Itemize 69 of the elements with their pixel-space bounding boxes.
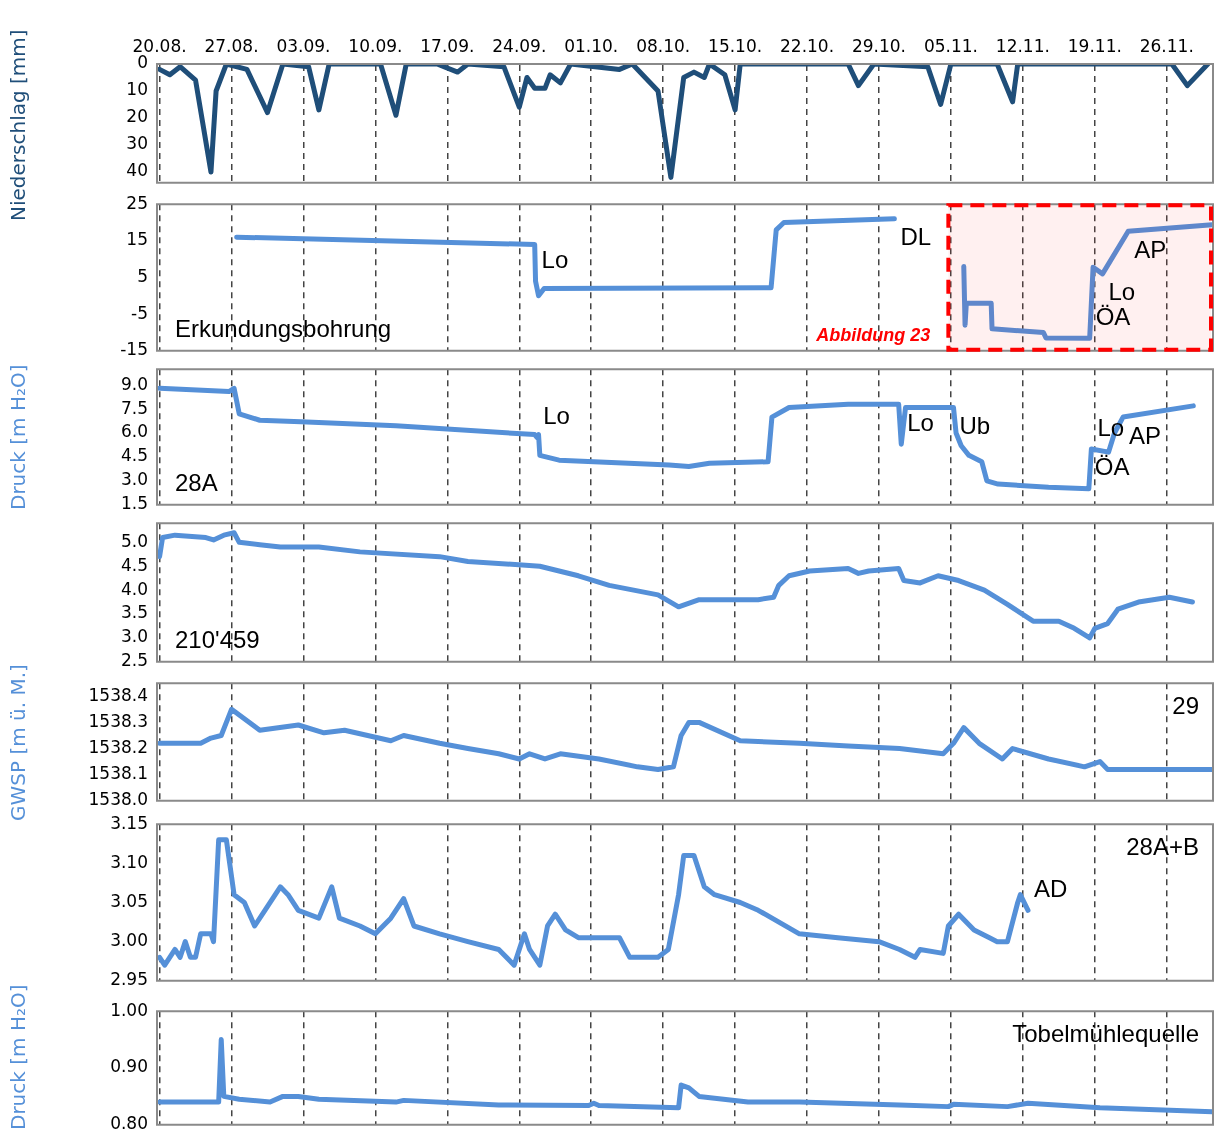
y-tick-label: 1538.0 bbox=[88, 789, 148, 810]
y-tick-label: 3.00 bbox=[110, 930, 148, 951]
y-tick-label: 3.10 bbox=[110, 851, 148, 872]
annotation: 210'459 bbox=[175, 626, 260, 654]
y-axis-title: GWSP [m ü. M.] bbox=[6, 663, 30, 821]
y-tick-label: 2.5 bbox=[120, 650, 148, 671]
x-tick-label: 29.10. bbox=[851, 36, 907, 57]
y-tick-label: -15 bbox=[120, 339, 148, 360]
y-tick-label: 1538.2 bbox=[88, 736, 148, 757]
y-tick-label: 3.0 bbox=[120, 469, 148, 490]
y-axis-title: Niederschlag [mm] bbox=[6, 28, 30, 221]
y-tick-label: 1.5 bbox=[120, 493, 148, 514]
y-tick-label: 1.00 bbox=[110, 999, 148, 1020]
annotation: Ub bbox=[959, 412, 991, 440]
x-tick-label: 15.10. bbox=[708, 36, 763, 57]
y-tick-label: 0 bbox=[137, 52, 148, 73]
annotation: 28A bbox=[175, 469, 218, 497]
y-tick-label: 3.5 bbox=[120, 602, 148, 623]
y-tick-label: 40 bbox=[126, 160, 148, 181]
band-label: Abbildung 23 bbox=[815, 324, 931, 345]
y-tick-label: 9.0 bbox=[120, 373, 148, 394]
x-tick-label: 08.10. bbox=[636, 36, 691, 57]
y-tick-label: 5.0 bbox=[120, 530, 148, 551]
annotation: Lo bbox=[543, 402, 570, 430]
x-tick-label: 19.11. bbox=[1067, 36, 1122, 57]
annotation: Lo bbox=[907, 408, 934, 436]
y-axis-title: Druck [m H₂O] bbox=[6, 364, 30, 510]
y-tick-label: 7.5 bbox=[120, 397, 148, 418]
annotation: 29 bbox=[1172, 691, 1199, 719]
y-tick-label: 0.90 bbox=[110, 1056, 148, 1077]
y-tick-label: 1538.1 bbox=[88, 763, 148, 784]
annotation: Lo bbox=[541, 245, 569, 273]
x-tick-label: 17.09. bbox=[420, 36, 475, 57]
annotation: 28A+B bbox=[1126, 832, 1199, 860]
x-tick-label: 01.10. bbox=[564, 36, 619, 57]
x-tick-label: 26.11. bbox=[1139, 36, 1194, 57]
y-tick-label: 0.80 bbox=[110, 1113, 148, 1134]
y-tick-label: 1538.4 bbox=[88, 684, 148, 705]
y-tick-label: 10 bbox=[126, 79, 148, 100]
y-tick-label: 4.5 bbox=[120, 445, 148, 466]
annotation: ÖA bbox=[1094, 453, 1130, 481]
y-tick-label: 4.5 bbox=[120, 554, 148, 575]
y-tick-label: 2.95 bbox=[110, 969, 148, 990]
y-tick-label: 1538.3 bbox=[88, 710, 148, 731]
x-tick-label: 10.09. bbox=[348, 36, 403, 57]
annotation: Tobelmühlequelle bbox=[1012, 1019, 1199, 1047]
y-tick-label: 3.0 bbox=[120, 626, 148, 647]
y-tick-label: 3.15 bbox=[110, 812, 148, 833]
x-tick-label: 03.09. bbox=[276, 36, 331, 57]
annotation: Erkundungsbohrung bbox=[175, 315, 392, 343]
y-tick-label: 15 bbox=[126, 229, 148, 250]
x-tick-label: 12.11. bbox=[995, 36, 1050, 57]
annotation: DL bbox=[900, 223, 932, 251]
x-tick-label: 27.08. bbox=[204, 36, 259, 57]
x-tick-label: 24.09. bbox=[492, 36, 547, 57]
x-tick-label: 05.11. bbox=[923, 36, 978, 57]
y-tick-label: 25 bbox=[126, 192, 148, 213]
y-tick-label: 5 bbox=[137, 265, 148, 286]
y-tick-label: 20 bbox=[126, 106, 148, 127]
annotation: AP bbox=[1129, 421, 1162, 449]
y-axis-title: Druck [m H₂O] bbox=[6, 984, 30, 1130]
y-tick-label: -5 bbox=[131, 302, 148, 323]
y-tick-label: 4.0 bbox=[120, 578, 148, 599]
y-tick-label: 30 bbox=[126, 133, 148, 154]
annotation: AP bbox=[1134, 235, 1167, 263]
y-tick-label: 6.0 bbox=[120, 421, 148, 442]
y-tick-label: 3.05 bbox=[110, 890, 148, 911]
annotation: AD bbox=[1034, 874, 1068, 902]
x-tick-label: 22.10. bbox=[780, 36, 835, 57]
